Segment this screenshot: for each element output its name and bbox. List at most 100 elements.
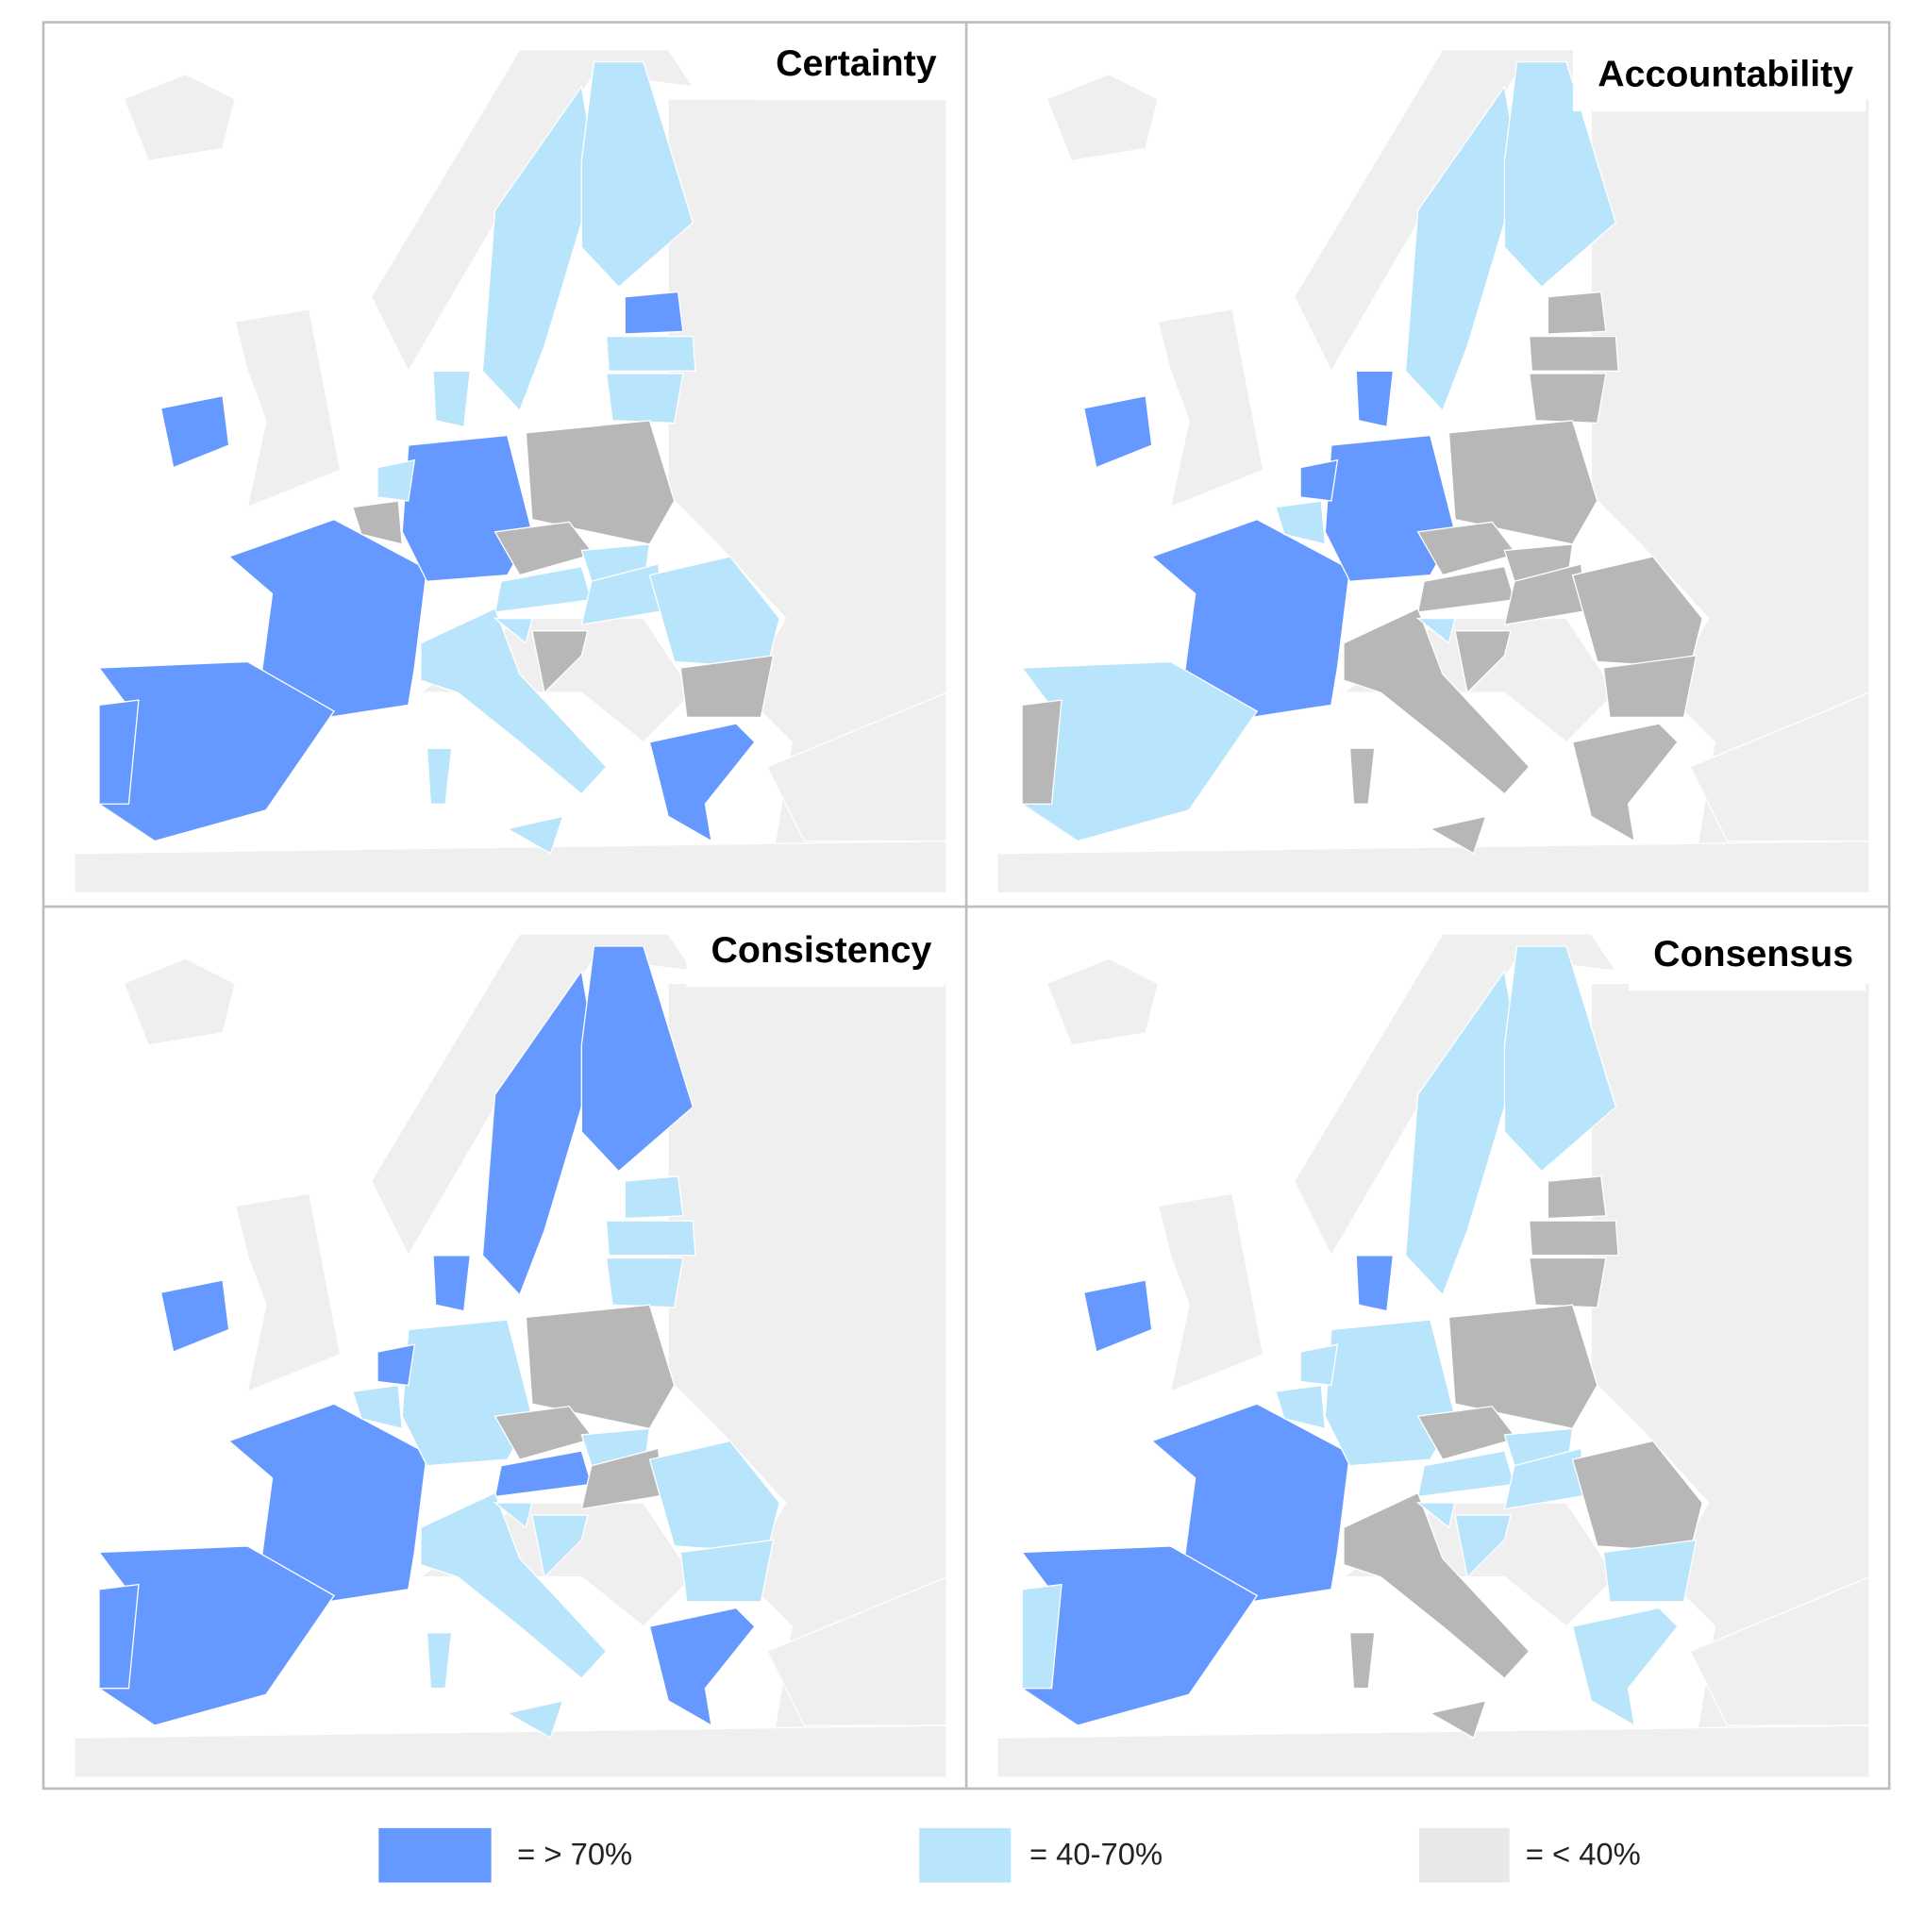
land [74,840,947,894]
country [1416,565,1515,613]
country [1415,1502,1456,1529]
legend-swatch [1418,1827,1510,1883]
country [1447,1304,1598,1430]
country [648,1440,780,1554]
country [351,500,403,545]
legend: = > 70% = 40-70% = < 40% [378,1827,1641,1883]
country [1355,1255,1395,1312]
country [505,1699,564,1740]
country [648,723,756,842]
country [1082,1279,1153,1353]
map [74,48,947,894]
map [996,933,1870,1778]
country [605,373,684,425]
country [605,1257,684,1308]
country [1503,945,1617,1173]
map-panel: Consistency [74,909,947,1778]
country [1082,394,1153,469]
country [1355,370,1395,428]
country [494,565,593,613]
country [493,1502,533,1529]
land [234,308,342,508]
map [996,48,1870,894]
country [1150,1403,1351,1603]
country [1299,1343,1339,1387]
legend-swatch [919,1827,1012,1883]
country [679,655,775,719]
country [1415,617,1456,644]
country [648,556,780,669]
country [227,1403,428,1603]
country [580,945,694,1173]
country [1528,335,1619,372]
country [1275,1384,1327,1430]
country [1528,1220,1619,1257]
country [605,1220,696,1257]
panel-title: Accountability [1598,54,1853,95]
country [493,617,533,644]
country [624,1175,684,1220]
country [1343,608,1531,795]
land [1046,73,1160,162]
country [1299,458,1339,502]
map-panel: Certainty [74,23,949,894]
land [766,691,947,842]
country [505,815,564,855]
title-background [686,909,945,988]
country [1348,747,1376,805]
land [1046,958,1160,1046]
land [234,1192,342,1393]
legend-label: = > 70% [517,1837,632,1872]
country [1021,1583,1062,1690]
country [1416,1450,1515,1498]
country [494,1450,593,1498]
country [624,291,684,335]
country [1428,815,1487,855]
country [432,1255,472,1312]
title-background [1628,913,1866,991]
country [1447,420,1598,545]
country [531,1514,589,1579]
map-panel: Accountability [996,34,1870,894]
country [1571,1607,1679,1727]
panel-title: Certainty [776,42,937,84]
legend-swatch [378,1827,492,1883]
map-panel: Consensus [996,913,1870,1778]
country [1454,630,1512,694]
country [426,1632,453,1690]
country [1571,1440,1703,1554]
country [227,518,428,719]
country [1528,1257,1607,1308]
country [1571,723,1679,842]
country [159,1279,230,1353]
country [1275,500,1327,545]
country [1343,1491,1531,1680]
country [159,394,230,469]
country [1324,434,1456,582]
country [1454,1514,1512,1579]
country [580,60,694,289]
country [420,608,608,795]
country [531,630,589,694]
country [1324,1319,1456,1467]
land [996,1724,1870,1778]
country [648,1607,756,1727]
legend-label: = < 40% [1526,1837,1641,1872]
land [74,1724,947,1778]
land [996,840,1870,894]
country [1547,1175,1607,1220]
country [1348,1632,1376,1690]
country [1571,556,1703,669]
panel-title: Consistency [711,929,932,971]
country [432,370,472,428]
land [1157,1192,1264,1393]
country [1503,60,1617,289]
panel-title: Consensus [1653,933,1853,974]
country [420,1491,608,1680]
country [376,1343,416,1387]
country [376,458,416,502]
country [426,747,453,805]
country [1021,699,1062,805]
country [605,335,696,372]
